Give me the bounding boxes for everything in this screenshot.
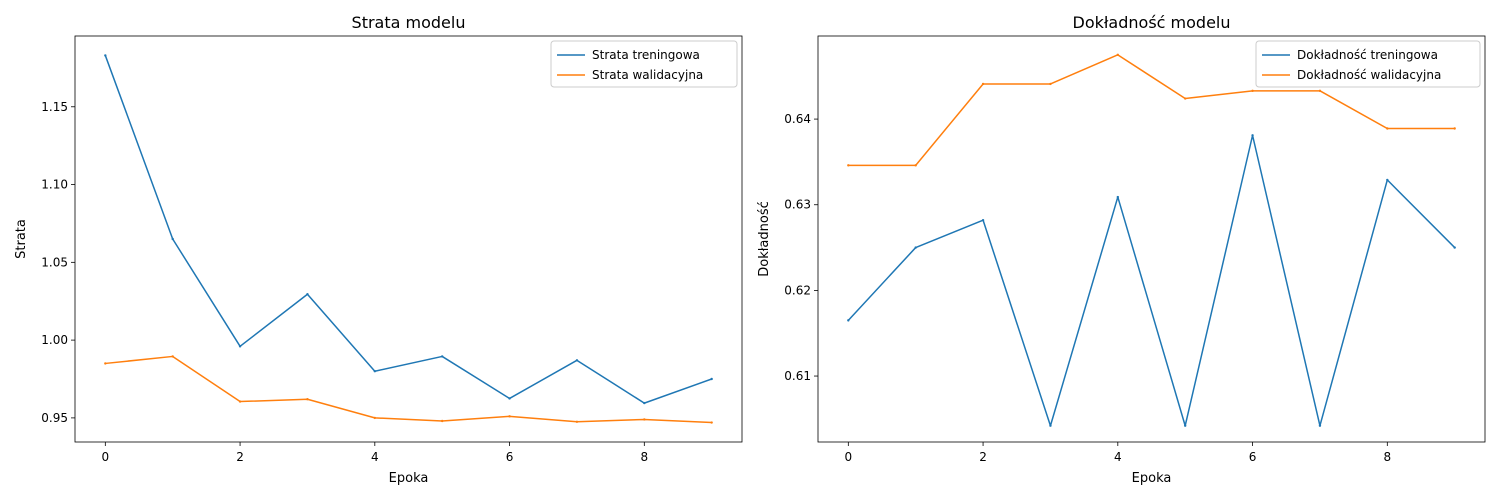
y-tick-label: 0.63 [784, 198, 811, 212]
chart-title: Dokładność modelu [1073, 13, 1231, 32]
data-point [440, 355, 444, 358]
data-point [171, 355, 174, 358]
x-tick-label: 6 [1249, 450, 1257, 464]
data-point [643, 401, 646, 405]
legend-box [1255, 40, 1481, 88]
data-point [914, 164, 917, 167]
x-tick-label: 0 [101, 450, 109, 464]
x-tick-label: 2 [236, 450, 244, 464]
y-axis-label: Dokładność [757, 201, 772, 277]
legend: Dokładność treningowa Dokładność walidacy… [1255, 40, 1481, 88]
y-tick-label: 1.00 [41, 333, 68, 347]
data-point [306, 398, 309, 401]
data-point [1453, 127, 1456, 130]
data-point [1183, 424, 1187, 427]
data-point [710, 421, 713, 424]
y-tick-label: 0.95 [41, 411, 68, 425]
data-point [1049, 424, 1052, 427]
data-point [508, 415, 511, 418]
x-tick-label: 4 [371, 450, 379, 464]
data-point [373, 416, 377, 420]
data-point [238, 400, 242, 403]
data-point [643, 418, 646, 421]
data-point [981, 218, 985, 222]
legend: Strata treningowa Strata walidacyjna [550, 40, 738, 88]
y-tick-label: 1.10 [41, 178, 68, 192]
y-tick-label: 1.15 [41, 100, 68, 114]
data-point [1049, 82, 1052, 86]
data-point [1251, 134, 1254, 137]
legend-box [550, 40, 738, 88]
data-point [1116, 195, 1120, 199]
y-tick-label: 0.62 [784, 283, 811, 297]
data-point [440, 419, 444, 423]
data-point [1453, 246, 1456, 249]
data-point [710, 377, 713, 381]
x-tick-label: 2 [979, 450, 987, 464]
data-point [847, 319, 850, 322]
data-point [104, 54, 107, 57]
data-point [104, 362, 107, 365]
x-tick-label: 0 [844, 450, 852, 464]
series-line-training [847, 134, 1456, 427]
legend-label: Dokładność walidacyjna [1297, 68, 1441, 82]
data-point [1318, 89, 1322, 93]
data-point [171, 237, 174, 241]
x-tick-label: 8 [1383, 450, 1391, 464]
x-tick-label: 4 [1114, 450, 1122, 464]
data-point [1251, 89, 1254, 93]
loss-chart: Strata modelu 0 2 4 6 8 0.95 1.00 1.05 1.10 1.15 Ep… [14, 13, 743, 486]
plot-frame [817, 35, 1486, 443]
plot-frame [74, 35, 743, 443]
legend-label: Dokładność treningowa [1297, 48, 1438, 62]
data-point [575, 420, 579, 423]
data-point [981, 82, 985, 86]
data-point [1386, 127, 1389, 130]
y-tick-label: 0.64 [784, 112, 811, 126]
series-line-validation [105, 355, 712, 424]
y-axis-label: Strata [14, 219, 29, 259]
y-tick-label: 1.05 [41, 255, 68, 269]
x-axis-label: Epoka [389, 471, 429, 486]
legend-label: Strata walidacyjna [592, 68, 703, 82]
x-tick-label: 6 [506, 450, 514, 464]
data-point [1318, 424, 1322, 427]
data-point [1386, 178, 1389, 182]
data-point [373, 370, 377, 373]
data-point [575, 359, 579, 362]
legend-label: Strata treningowa [592, 48, 700, 62]
y-tick-label: 0.61 [784, 369, 811, 383]
series-line-training [104, 55, 712, 404]
series-line-validation [848, 54, 1455, 167]
accuracy-chart: Dokładność modelu 0 2 4 6 8 0.61 0.62 0.63 0.64 Ep… [757, 13, 1486, 486]
data-point [508, 397, 511, 400]
data-point [238, 345, 242, 348]
data-point [1183, 97, 1187, 100]
chart-title: Strata modelu [352, 13, 466, 32]
x-axis-label: Epoka [1132, 471, 1172, 486]
data-point [847, 164, 850, 167]
data-point [1116, 53, 1120, 57]
x-tick-label: 8 [640, 450, 648, 464]
data-point [914, 246, 917, 249]
data-point [306, 293, 309, 296]
